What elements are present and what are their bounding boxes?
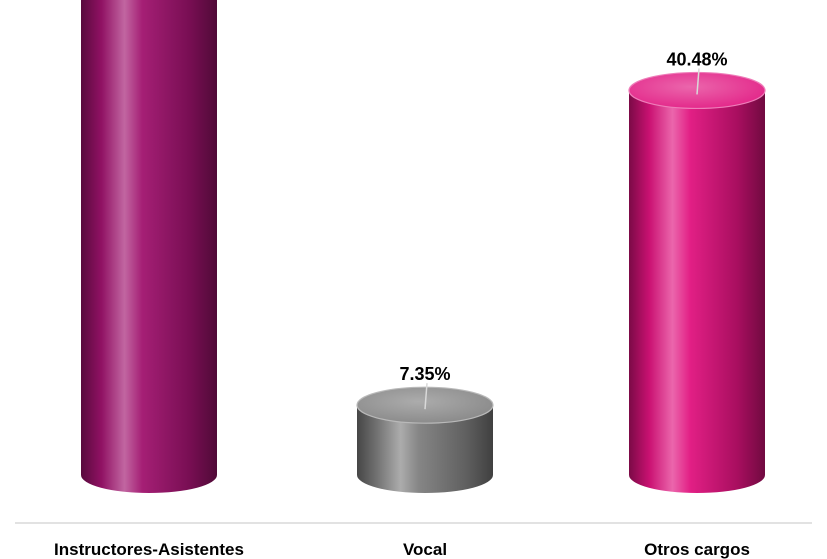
bar-otros-cargos — [628, 68, 766, 493]
x-tick-label: Instructores-Asistentes — [54, 540, 244, 559]
data-label: 7.35% — [399, 364, 450, 384]
bar-instructores-asistentes — [81, 0, 217, 493]
bar-vocal — [356, 383, 494, 493]
label-leader-line — [424, 383, 428, 410]
data-label: 40.48% — [666, 49, 727, 69]
bar-body — [81, 0, 217, 493]
x-tick-label: Vocal — [403, 540, 447, 559]
x-tick-label: Otros cargos — [644, 540, 750, 559]
bar-body — [629, 90, 765, 493]
label-leader-line — [696, 68, 700, 95]
bar-body — [357, 405, 493, 493]
